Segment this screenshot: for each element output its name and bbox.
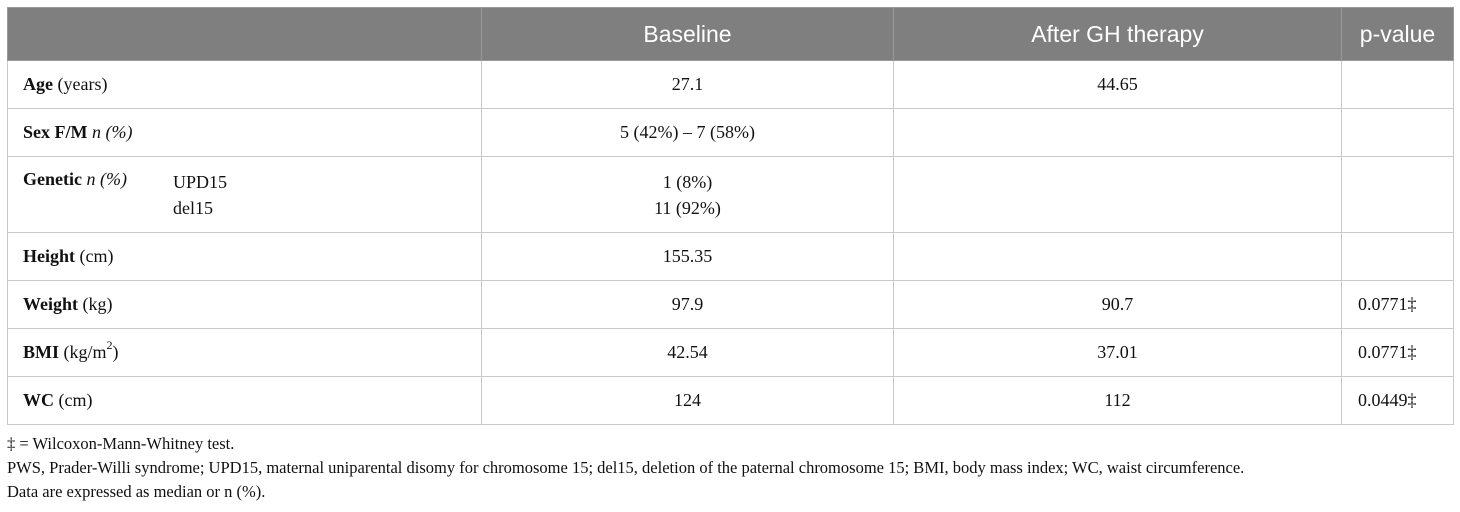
baseline-value: 27.1 xyxy=(481,60,894,109)
row-label: WC (cm) xyxy=(7,376,482,425)
baseline-value-del15: 11 (92%) xyxy=(654,197,721,218)
table-row-genetic: Genetic n (%) UPD15 del15 1 (8%) 11 (92%… xyxy=(7,156,1454,233)
header-baseline: Baseline xyxy=(481,7,894,61)
row-qualifier: n (%) xyxy=(86,168,127,189)
after-value xyxy=(893,108,1342,157)
row-unit: (cm) xyxy=(58,390,93,410)
p-value: 0.0771‡ xyxy=(1341,280,1454,329)
after-value xyxy=(893,232,1342,281)
table-row-weight: Weight (kg) 97.9 90.7 0.0771‡ xyxy=(7,280,1454,329)
header-row: Baseline After GH therapy p-value xyxy=(7,7,1454,61)
row-name: Age xyxy=(23,74,53,94)
table-footnotes: ‡ = Wilcoxon-Mann-Whitney test. PWS, Pra… xyxy=(7,432,1244,504)
p-value xyxy=(1341,232,1454,281)
genetic-subtype-del15: del15 xyxy=(173,197,213,218)
genetic-subtype-upd15: UPD15 xyxy=(173,171,228,192)
baseline-value-upd15: 1 (8%) xyxy=(662,171,713,192)
p-value: 0.0771‡ xyxy=(1341,328,1454,377)
table-row-wc: WC (cm) 124 112 0.0449‡ xyxy=(7,376,1454,425)
p-value xyxy=(1341,108,1454,157)
unit-prefix: (kg/m xyxy=(63,342,107,362)
p-value: 0.0449‡ xyxy=(1341,376,1454,425)
row-label: Sex F/M n (%) xyxy=(7,108,482,157)
table-row-bmi: BMI (kg/m2) 42.54 37.01 0.0771‡ xyxy=(7,328,1454,377)
baseline-value: 42.54 xyxy=(481,328,894,377)
row-label: Height (cm) xyxy=(7,232,482,281)
table-row-age: Age (years) 27.1 44.65 xyxy=(7,60,1454,109)
baseline-value: 124 xyxy=(481,376,894,425)
row-name: Genetic xyxy=(23,168,82,189)
footnote-data-expression: Data are expressed as median or n (%). xyxy=(7,482,266,501)
row-name: Sex F/M xyxy=(23,122,88,142)
baseline-value: 97.9 xyxy=(481,280,894,329)
row-unit: (years) xyxy=(57,74,108,94)
after-value xyxy=(893,156,1342,233)
p-value xyxy=(1341,60,1454,109)
footnote-test: ‡ = Wilcoxon-Mann-Whitney test. xyxy=(7,434,235,453)
unit-superscript: 2 xyxy=(106,338,113,352)
row-label: BMI (kg/m2) xyxy=(7,328,482,377)
row-qualifier: n (%) xyxy=(92,122,133,142)
after-value: 44.65 xyxy=(893,60,1342,109)
row-name: BMI xyxy=(23,342,59,362)
after-value: 90.7 xyxy=(893,280,1342,329)
row-unit: (cm) xyxy=(79,246,114,266)
table-row-height: Height (cm) 155.35 xyxy=(7,232,1454,281)
row-label: Age (years) xyxy=(7,60,482,109)
header-p-value: p-value xyxy=(1341,7,1454,61)
baseline-value: 155.35 xyxy=(481,232,894,281)
baseline-value: 5 (42%) – 7 (58%) xyxy=(481,108,894,157)
after-value: 112 xyxy=(893,376,1342,425)
header-label-cell xyxy=(7,7,482,61)
footnote-abbreviations: PWS, Prader-Willi syndrome; UPD15, mater… xyxy=(7,458,1245,477)
row-label: Weight (kg) xyxy=(7,280,482,329)
baseline-value: 1 (8%) 11 (92%) xyxy=(481,156,894,233)
row-label: Genetic n (%) UPD15 del15 xyxy=(7,156,482,233)
data-table: Baseline After GH therapy p-value Age (y… xyxy=(7,7,1454,425)
unit-suffix: ) xyxy=(112,342,119,362)
row-unit: (kg) xyxy=(82,294,113,314)
row-name: Height xyxy=(23,246,75,266)
header-after-gh-therapy: After GH therapy xyxy=(893,7,1342,61)
row-unit: (kg/m2) xyxy=(63,339,119,362)
table-row-sex: Sex F/M n (%) 5 (42%) – 7 (58%) xyxy=(7,108,1454,157)
row-name: WC xyxy=(23,390,54,410)
row-name: Weight xyxy=(23,294,79,314)
after-value: 37.01 xyxy=(893,328,1342,377)
p-value xyxy=(1341,156,1454,233)
